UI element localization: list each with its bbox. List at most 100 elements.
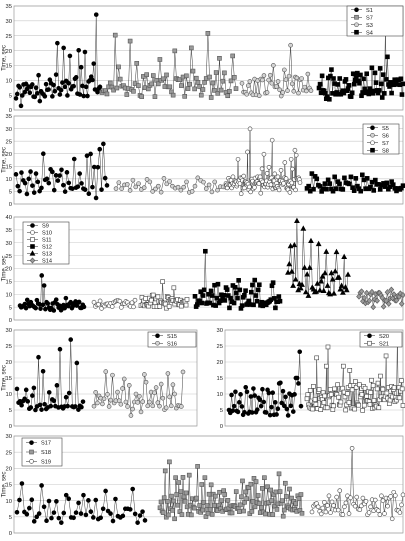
data-point [61,183,65,187]
data-point [368,87,372,91]
data-point [66,404,70,408]
data-point [213,494,217,498]
data-point [260,486,264,490]
data-point [119,402,123,406]
data-point [60,81,64,85]
data-point [275,507,279,511]
data-point [259,191,263,195]
data-point [290,82,294,86]
data-point [14,172,18,176]
data-point [116,390,120,394]
data-point [384,354,388,358]
data-point [368,403,372,407]
data-point [105,92,109,96]
data-point [105,392,109,396]
data-point [79,405,83,409]
data-point [329,511,333,515]
data-point [201,87,205,91]
legend-marker [31,238,35,242]
legend-entry-S4: S4 [366,30,373,36]
data-point [258,398,262,402]
data-point [109,398,113,402]
data-point [102,397,106,401]
legend-entry-S21: S21 [379,341,389,347]
data-point [40,408,44,412]
data-point [381,73,385,77]
data-point [136,84,140,88]
data-point [127,383,131,387]
data-point [260,78,264,82]
data-point [137,182,141,186]
data-point [236,296,240,300]
data-point [37,73,41,77]
data-point [64,296,68,300]
data-point [166,372,170,376]
data-point [341,364,345,368]
data-point [386,504,390,508]
data-point [177,481,181,485]
data-point [65,93,69,97]
data-point [362,403,366,407]
data-point [203,249,207,253]
data-point [324,510,328,514]
data-point [173,392,177,396]
data-point [151,404,155,408]
data-point [103,176,107,180]
data-point [271,63,275,67]
data-point [86,498,90,502]
data-point [282,181,286,185]
data-point [358,73,362,77]
data-point [290,167,294,171]
data-point [283,481,287,485]
data-point [274,490,278,494]
data-point [56,179,60,183]
data-point [54,298,58,302]
data-point [209,96,213,100]
data-point [187,473,191,477]
data-point [16,184,20,188]
data-point [158,304,162,308]
data-point [349,496,353,500]
series-S10 [92,298,137,310]
data-point [315,177,319,181]
data-point [32,519,36,523]
data-point [317,86,321,90]
data-point [19,104,23,108]
data-point [213,180,217,184]
data-point [117,65,121,69]
data-point [281,389,285,393]
data-point [124,400,128,404]
data-point [58,347,62,351]
data-point [81,400,85,404]
data-point [210,190,214,194]
data-point [163,469,167,473]
data-point [391,183,395,187]
data-point [45,177,49,181]
data-point [268,73,272,77]
data-point [300,511,304,515]
data-point [306,393,310,397]
y-tick-label: 35 [6,4,12,10]
data-point [47,181,51,185]
data-point [277,472,281,476]
data-point [189,513,193,517]
data-point [137,394,141,398]
data-point [331,408,335,412]
legend-marker [30,450,34,454]
data-point [74,511,78,515]
legend-marker [371,126,375,130]
data-point [326,178,330,182]
legend-entry-S7: S7 [366,15,373,21]
data-point [205,504,209,508]
data-point [361,496,365,500]
data-point [18,189,22,193]
data-point [121,387,125,391]
data-point [27,506,31,510]
series-S1 [14,13,102,108]
data-point [146,404,150,408]
data-point [77,48,81,52]
data-point [240,304,244,308]
data-point [320,74,324,78]
data-point [278,299,282,303]
